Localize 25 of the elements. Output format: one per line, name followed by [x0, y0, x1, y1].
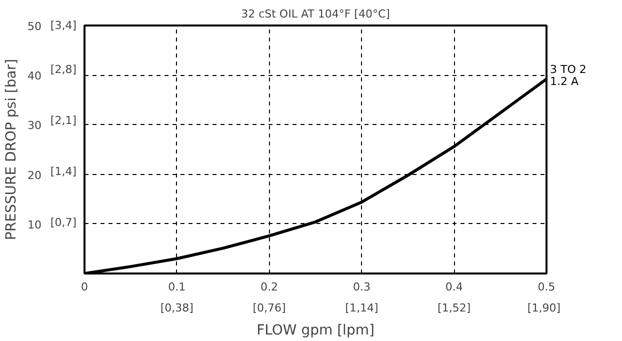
x2-tick-label: [1,52]: [438, 302, 471, 314]
x-tick-label: 0: [81, 280, 88, 294]
x2-tick-label: [0,76]: [252, 302, 286, 314]
x-tick-label: 0.4: [445, 280, 463, 294]
x-tick-label: 0.3: [352, 280, 370, 294]
chart-title: 32 cSt OIL AT 104°F [40°C]: [241, 8, 390, 20]
y2-tick-label: [1,4]: [50, 164, 76, 178]
y2-tick-label: [2,8]: [50, 62, 76, 76]
x2-tick-label: [1,14]: [345, 302, 378, 314]
annotation: 3 TO 2 1.2 A: [550, 63, 586, 88]
x2-tick-label: [0,38]: [160, 302, 194, 314]
y-tick-label: 50: [28, 20, 42, 33]
y-axis-title: PRESSURE DROP psi [bar]: [4, 58, 20, 240]
x-tick-label: 0.2: [260, 280, 278, 294]
x-tick-label: 0.5: [538, 280, 556, 294]
x-axis-title: FLOW gpm [lpm]: [256, 322, 374, 338]
y-tick-label: 10: [28, 218, 42, 232]
x-tick-label: 0.1: [168, 280, 186, 294]
y-tick-label: 40: [28, 70, 42, 83]
y2-tick-label: [0,7]: [50, 216, 76, 229]
y-tick-label: 30: [28, 119, 42, 132]
x2-tick-label: [1,90]: [527, 302, 561, 314]
y2-tick-label: [3,4]: [50, 19, 76, 32]
y-tick-label: 20: [28, 168, 42, 182]
y2-tick-label: [2,1]: [50, 114, 76, 127]
